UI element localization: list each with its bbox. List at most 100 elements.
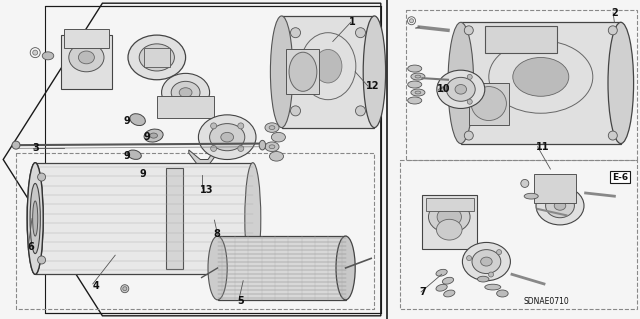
Circle shape (211, 145, 216, 152)
Ellipse shape (436, 70, 485, 108)
Text: 6: 6 (27, 242, 34, 252)
Bar (422, 195, 477, 249)
Ellipse shape (210, 124, 244, 151)
Ellipse shape (436, 284, 447, 291)
Ellipse shape (411, 73, 425, 80)
Ellipse shape (172, 81, 200, 104)
Bar (282, 16, 374, 128)
Circle shape (440, 87, 445, 92)
Ellipse shape (408, 81, 422, 88)
Circle shape (608, 26, 618, 35)
Ellipse shape (477, 276, 489, 282)
Ellipse shape (455, 85, 467, 94)
Ellipse shape (448, 22, 474, 144)
Ellipse shape (198, 115, 256, 160)
Circle shape (467, 256, 472, 261)
Ellipse shape (545, 194, 575, 218)
Ellipse shape (179, 88, 192, 97)
Text: 1: 1 (349, 17, 356, 27)
Bar (461, 22, 621, 144)
Text: 10: 10 (437, 84, 451, 94)
Bar (426, 198, 474, 211)
Ellipse shape (221, 132, 234, 142)
Ellipse shape (462, 242, 511, 281)
Circle shape (488, 272, 493, 277)
Ellipse shape (127, 150, 141, 160)
Bar (157, 96, 214, 118)
Circle shape (38, 256, 45, 264)
Ellipse shape (79, 51, 95, 64)
Ellipse shape (265, 142, 279, 152)
Circle shape (38, 173, 45, 181)
Ellipse shape (554, 201, 566, 210)
Ellipse shape (411, 89, 425, 96)
Bar (61, 35, 112, 89)
Bar (213, 209, 237, 225)
Ellipse shape (144, 129, 163, 142)
Text: SDNAE0710: SDNAE0710 (524, 297, 569, 306)
Ellipse shape (289, 52, 317, 91)
Text: 9: 9 (140, 169, 147, 179)
Ellipse shape (149, 51, 165, 64)
Bar (64, 29, 109, 48)
Text: 4: 4 (93, 280, 100, 291)
Ellipse shape (30, 183, 40, 254)
Ellipse shape (271, 132, 285, 142)
Bar (534, 174, 576, 203)
Ellipse shape (33, 201, 38, 236)
Circle shape (196, 164, 207, 174)
Ellipse shape (472, 249, 500, 274)
Ellipse shape (513, 57, 569, 96)
Circle shape (238, 145, 244, 152)
Ellipse shape (42, 52, 54, 60)
Ellipse shape (429, 201, 470, 233)
Ellipse shape (28, 163, 44, 274)
Circle shape (123, 287, 127, 291)
Ellipse shape (415, 75, 421, 78)
Bar (286, 49, 319, 94)
Ellipse shape (269, 126, 275, 130)
Bar (218, 236, 346, 300)
Ellipse shape (485, 284, 501, 290)
Text: 11: 11 (536, 142, 550, 152)
Text: 7: 7 (419, 287, 426, 297)
Ellipse shape (128, 35, 186, 80)
Ellipse shape (28, 163, 44, 274)
Ellipse shape (442, 277, 454, 284)
Circle shape (467, 74, 472, 79)
Ellipse shape (208, 236, 227, 300)
Ellipse shape (524, 193, 538, 199)
Ellipse shape (305, 33, 324, 54)
Ellipse shape (141, 166, 159, 177)
Bar (485, 26, 557, 53)
Ellipse shape (130, 114, 145, 126)
Ellipse shape (497, 290, 508, 297)
Bar (166, 168, 183, 269)
Ellipse shape (150, 133, 157, 138)
Circle shape (521, 179, 529, 188)
Circle shape (410, 19, 413, 23)
Text: 9: 9 (124, 151, 131, 161)
Circle shape (497, 249, 502, 255)
Text: 8: 8 (213, 229, 220, 240)
Circle shape (608, 131, 618, 140)
Ellipse shape (608, 22, 634, 144)
Ellipse shape (245, 163, 261, 274)
Circle shape (355, 106, 365, 116)
Circle shape (291, 28, 301, 38)
Ellipse shape (69, 43, 104, 72)
Circle shape (121, 285, 129, 293)
Text: 13: 13 (200, 185, 214, 195)
Ellipse shape (436, 219, 462, 240)
Bar (35, 163, 253, 274)
Circle shape (291, 106, 301, 116)
Text: E-6: E-6 (612, 173, 628, 182)
Text: 9: 9 (124, 116, 131, 126)
Bar (290, 20, 332, 33)
Circle shape (211, 123, 216, 129)
Bar (282, 19, 365, 89)
Ellipse shape (444, 290, 455, 297)
Circle shape (238, 123, 244, 129)
Bar (208, 206, 243, 231)
Ellipse shape (415, 91, 421, 94)
